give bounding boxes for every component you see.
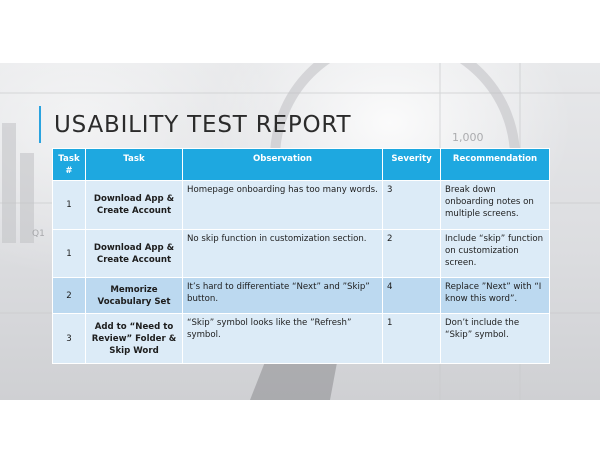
task-number-cell: 1 <box>52 229 86 278</box>
table-row: 2 Memorize Vocabulary Set It’s hard to d… <box>52 277 550 314</box>
table-header-row: Task # Task Observation Severity Recomme… <box>52 148 550 181</box>
usability-report-table: Task # Task Observation Severity Recomme… <box>52 148 550 364</box>
recommendation-cell: Replace ”Next” with “I know this word”. <box>440 277 550 314</box>
table-row: 1 Download App & Create Account No skip … <box>52 229 550 278</box>
observation-cell: It’s hard to differentiate “Next” and ”S… <box>182 277 383 314</box>
task-number-cell: 3 <box>52 313 86 364</box>
recommendation-cell: Don’t include the “Skip” symbol. <box>440 313 550 364</box>
recommendation-cell: Include “skip” function on customization… <box>440 229 550 278</box>
table-row: 3 Add to “Need to Review” Folder & Skip … <box>52 313 550 364</box>
col-header-observation: Observation <box>182 148 383 181</box>
task-cell: Add to “Need to Review” Folder & Skip Wo… <box>85 313 183 364</box>
col-header-recommendation: Recommendation <box>440 148 550 181</box>
bg-label-top: 1,000 <box>452 131 484 144</box>
col-header-task-num: Task # <box>52 148 86 181</box>
task-number-cell: 2 <box>52 277 86 314</box>
task-cell: Download App & Create Account <box>85 180 183 230</box>
col-header-severity: Severity <box>382 148 441 181</box>
report-title: USABILITY TEST REPORT <box>54 112 352 138</box>
severity-cell: 3 <box>382 180 441 230</box>
bg-label-left: Q1 <box>32 229 45 239</box>
task-cell: Memorize Vocabulary Set <box>85 277 183 314</box>
recommendation-cell: Break down onboarding notes on multiple … <box>440 180 550 230</box>
observation-cell: No skip function in customization sectio… <box>182 229 383 278</box>
severity-cell: 1 <box>382 313 441 364</box>
table-row: 1 Download App & Create Account Homepage… <box>52 180 550 230</box>
task-number-cell: 1 <box>52 180 86 230</box>
observation-cell: “Skip” symbol looks like the ”Refresh” s… <box>182 313 383 364</box>
severity-cell: 4 <box>382 277 441 314</box>
slide: 1,000 Q1 USABILITY TEST REPORT Task # Ta… <box>0 63 600 400</box>
task-cell: Download App & Create Account <box>85 229 183 278</box>
observation-cell: Homepage onboarding has too many words. <box>182 180 383 230</box>
col-header-task: Task <box>85 148 183 181</box>
title-accent-bar <box>39 106 41 143</box>
severity-cell: 2 <box>382 229 441 278</box>
